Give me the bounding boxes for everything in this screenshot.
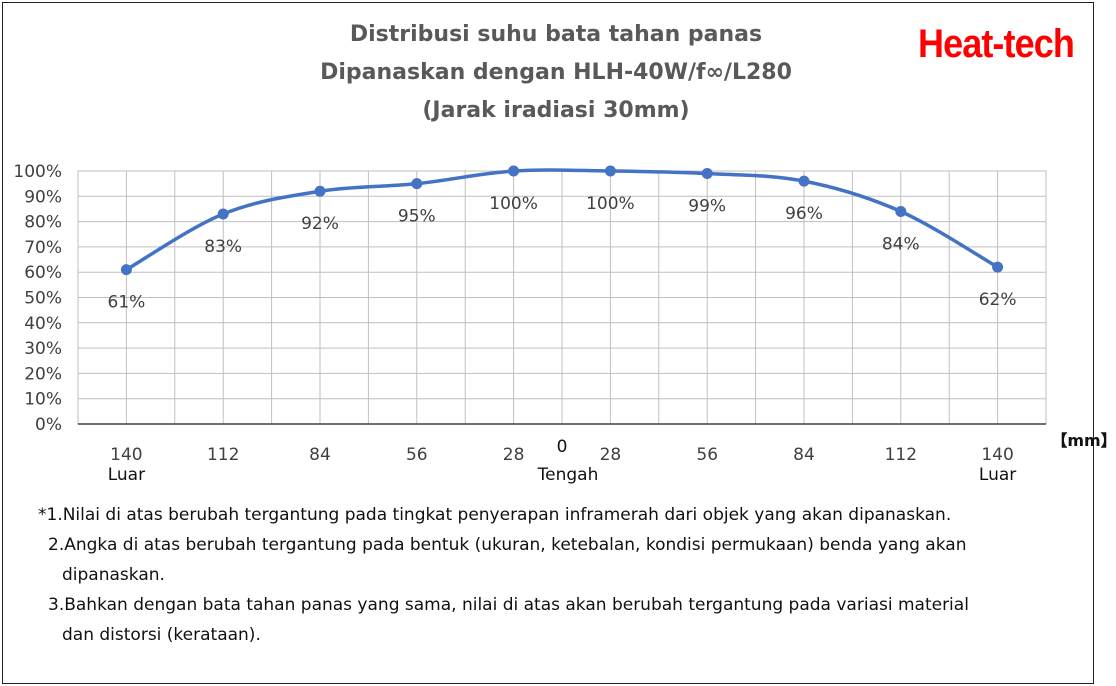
data-point [895, 205, 907, 217]
x-unit-label: 【mm】 [1051, 431, 1116, 450]
x-tick-label: 112 [885, 445, 917, 465]
y-tick-label: 40% [24, 314, 62, 334]
data-label: 61% [108, 293, 146, 313]
series-line [124, 168, 1000, 272]
chart-title-line-3: (Jarak iradiasi 30mm) [422, 98, 690, 123]
y-tick-label: 10% [24, 390, 62, 410]
x-tick-label: 56 [696, 445, 718, 465]
y-tick-label: 80% [24, 213, 62, 233]
x-tick-label: 140 [110, 445, 142, 465]
brand-logo-heat-tech: Heat-tech [918, 22, 1075, 66]
data-point [508, 165, 520, 177]
y-tick-label: 100% [13, 162, 62, 182]
x-tick-label: 28 [600, 445, 622, 465]
x-tick-sublabel: Luar [108, 465, 145, 485]
data-point [701, 168, 713, 180]
data-point [992, 261, 1004, 273]
x-tick-sublabel: Luar [979, 465, 1016, 485]
data-point [217, 208, 229, 220]
note-1: *1.Nilai di atas berubah tergantung pada… [38, 505, 952, 525]
x-center-label: Tengah [537, 465, 599, 485]
data-label: 83% [204, 237, 242, 257]
data-point [604, 165, 616, 177]
y-tick-label: 30% [24, 339, 62, 359]
note-3: 3.Bahkan dengan bata tahan panas yang sa… [48, 595, 969, 615]
x-tick-label: 56 [406, 445, 428, 465]
data-point [314, 185, 326, 197]
y-tick-label: 50% [24, 289, 62, 309]
x-tick-label: 28 [503, 445, 525, 465]
data-label: 92% [301, 214, 339, 234]
note-2: 2.Angka di atas berubah tergantung pada … [48, 535, 967, 555]
y-tick-label: 60% [24, 263, 62, 283]
data-label: 84% [882, 234, 920, 254]
data-label: 95% [398, 207, 436, 227]
x-tick-label: 112 [207, 445, 239, 465]
x-center-tick: 0 [557, 437, 568, 457]
note-2-continued: dipanaskan. [62, 565, 165, 585]
data-label: 62% [979, 290, 1017, 310]
data-label: 99% [688, 197, 726, 217]
line-chart: 0%10%20%30%40%50%60%70%80%90%100%140Luar… [13, 162, 1116, 485]
y-tick-label: 20% [24, 364, 62, 384]
note-3-continued: dan distorsi (kerataan). [62, 625, 261, 645]
data-label: 96% [785, 204, 823, 224]
data-label: 100% [586, 194, 635, 214]
data-point [411, 178, 423, 190]
chart-title-line-2: Dipanaskan dengan HLH-40W/f∞/L280 [320, 60, 792, 85]
data-point [120, 264, 132, 276]
x-tick-label: 140 [981, 445, 1013, 465]
data-point [798, 175, 810, 187]
y-tick-label: 70% [24, 238, 62, 258]
x-tick-label: 84 [793, 445, 815, 465]
x-tick-label: 84 [309, 445, 331, 465]
y-tick-label: 90% [24, 187, 62, 207]
chart-title-line-1: Distribusi suhu bata tahan panas [349, 22, 763, 47]
data-label: 100% [489, 194, 538, 214]
y-tick-label: 0% [35, 415, 62, 435]
